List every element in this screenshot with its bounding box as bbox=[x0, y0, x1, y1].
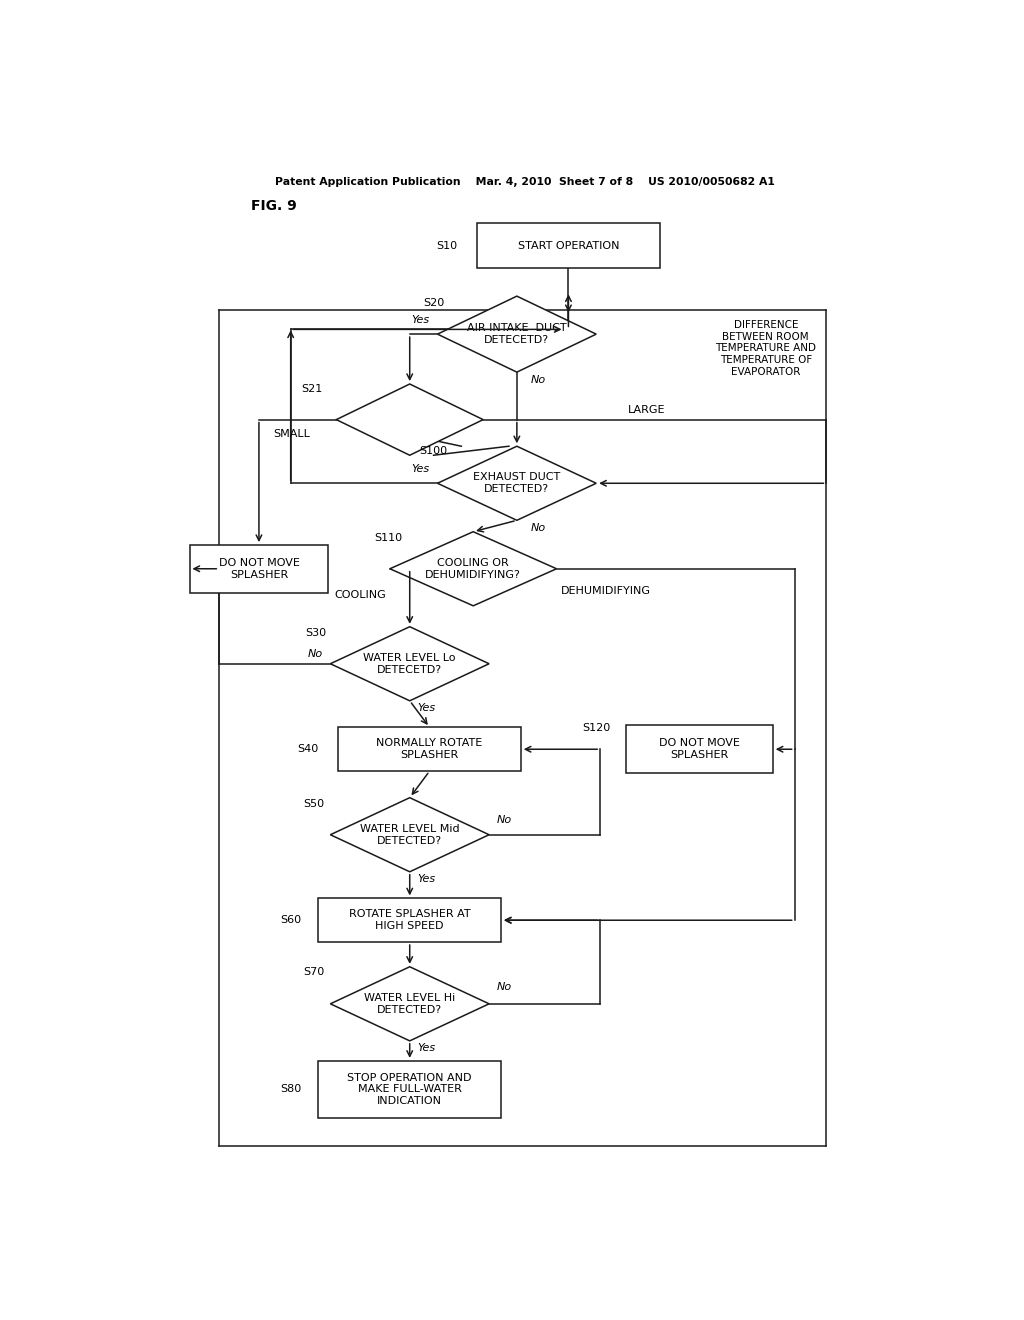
Text: S120: S120 bbox=[583, 723, 610, 734]
Text: Yes: Yes bbox=[412, 465, 430, 474]
Polygon shape bbox=[331, 627, 489, 701]
Text: NORMALLY ROTATE
SPLASHER: NORMALLY ROTATE SPLASHER bbox=[377, 738, 482, 760]
Text: No: No bbox=[497, 982, 512, 991]
Text: No: No bbox=[531, 375, 546, 384]
Text: S50: S50 bbox=[304, 800, 325, 809]
Polygon shape bbox=[437, 446, 596, 520]
Text: COOLING: COOLING bbox=[334, 590, 386, 601]
Text: S40: S40 bbox=[297, 744, 318, 754]
Text: DO NOT MOVE
SPLASHER: DO NOT MOVE SPLASHER bbox=[659, 738, 739, 760]
Text: Yes: Yes bbox=[418, 704, 436, 713]
Text: START OPERATION: START OPERATION bbox=[518, 240, 620, 251]
Text: S70: S70 bbox=[303, 968, 325, 978]
Polygon shape bbox=[336, 384, 483, 455]
Text: No: No bbox=[497, 816, 512, 825]
Polygon shape bbox=[331, 966, 489, 1041]
Text: No: No bbox=[531, 523, 546, 533]
FancyBboxPatch shape bbox=[318, 899, 501, 942]
Text: S10: S10 bbox=[436, 240, 458, 251]
Text: SMALL: SMALL bbox=[273, 429, 310, 438]
Text: AIR INTAKE  DUCT
DETECETD?: AIR INTAKE DUCT DETECETD? bbox=[467, 323, 566, 345]
Text: WATER LEVEL Hi
DETECTED?: WATER LEVEL Hi DETECTED? bbox=[365, 993, 456, 1015]
FancyBboxPatch shape bbox=[626, 726, 773, 774]
Text: WATER LEVEL Lo
DETECETD?: WATER LEVEL Lo DETECETD? bbox=[364, 653, 456, 675]
Polygon shape bbox=[437, 296, 596, 372]
Text: S30: S30 bbox=[305, 628, 327, 639]
Text: S100: S100 bbox=[420, 446, 447, 455]
Text: S21: S21 bbox=[301, 384, 323, 395]
Text: WATER LEVEL Mid
DETECTED?: WATER LEVEL Mid DETECTED? bbox=[359, 824, 460, 846]
Text: S110: S110 bbox=[374, 533, 402, 544]
Text: DO NOT MOVE
SPLASHER: DO NOT MOVE SPLASHER bbox=[218, 558, 299, 579]
FancyBboxPatch shape bbox=[338, 727, 521, 771]
Text: DIFFERENCE
BETWEEN ROOM
TEMPERATURE AND
TEMPERATURE OF
EVAPORATOR: DIFFERENCE BETWEEN ROOM TEMPERATURE AND … bbox=[715, 321, 816, 376]
Text: FIG. 9: FIG. 9 bbox=[251, 199, 297, 213]
Text: Yes: Yes bbox=[418, 1044, 436, 1053]
FancyBboxPatch shape bbox=[318, 1061, 501, 1118]
Text: No: No bbox=[307, 649, 323, 659]
Text: STOP OPERATION AND
MAKE FULL-WATER
INDICATION: STOP OPERATION AND MAKE FULL-WATER INDIC… bbox=[347, 1073, 472, 1106]
Text: Patent Application Publication    Mar. 4, 2010  Sheet 7 of 8    US 2010/0050682 : Patent Application Publication Mar. 4, 2… bbox=[274, 177, 775, 187]
Text: LARGE: LARGE bbox=[628, 405, 666, 414]
Text: EXHAUST DUCT
DETECTED?: EXHAUST DUCT DETECTED? bbox=[473, 473, 560, 494]
Text: S20: S20 bbox=[423, 298, 444, 308]
Polygon shape bbox=[331, 797, 489, 871]
FancyBboxPatch shape bbox=[477, 223, 659, 268]
Text: DEHUMIDIFYING: DEHUMIDIFYING bbox=[560, 586, 650, 595]
Polygon shape bbox=[390, 532, 557, 606]
Text: Yes: Yes bbox=[412, 315, 430, 325]
FancyBboxPatch shape bbox=[189, 545, 329, 593]
Text: S80: S80 bbox=[280, 1084, 301, 1094]
Text: COOLING OR
DEHUMIDIFYING?: COOLING OR DEHUMIDIFYING? bbox=[425, 558, 521, 579]
Text: ROTATE SPLASHER AT
HIGH SPEED: ROTATE SPLASHER AT HIGH SPEED bbox=[349, 909, 471, 931]
Text: S60: S60 bbox=[280, 915, 301, 925]
Text: Yes: Yes bbox=[418, 874, 436, 884]
